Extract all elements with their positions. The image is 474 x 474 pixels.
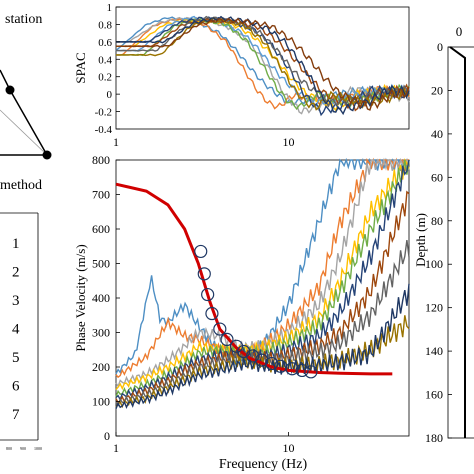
station-panel: station method (0, 12, 52, 193)
pv-xtick-label: 10 (282, 441, 294, 455)
velocity-profile-line (449, 46, 466, 438)
velocity-pick-marker (304, 365, 318, 379)
velocity-pick-marker (201, 287, 215, 302)
pv-ytick-label: 400 (92, 291, 110, 305)
spac-ytick-label: 0.2 (98, 72, 112, 84)
legend-number: 4 (12, 322, 20, 338)
spac-ylabel: SPAC (73, 52, 88, 83)
depth-ytick-label: 60 (431, 170, 443, 184)
velocity-pick-marker (194, 244, 208, 259)
spac-ytick-label: 0.4 (98, 54, 112, 66)
velocity-pick-marker (213, 322, 227, 336)
depth-frame (447, 46, 474, 439)
velocity-pick-marker (295, 363, 309, 378)
phase-velocity-chart: 800 700 600 500 400 300 200 100 0 1 10 Phase Velo… (73, 153, 410, 472)
pv-xlabel: Frequency (Hz) (219, 457, 308, 472)
velocity-pick-marker (255, 353, 269, 367)
array-line (0, 109, 48, 156)
pv-series-line (115, 315, 410, 409)
pv-ytick-label: 0 (104, 429, 110, 443)
spac-series-line (116, 17, 410, 111)
velocity-pick-marker (246, 349, 260, 363)
legend-panel: 1 2 3 4 5 6 7 800 900 1000 (0, 212, 42, 451)
spac-ytick-label: 0.8 (98, 19, 112, 31)
spac-series-line (116, 16, 410, 115)
spac-ytick-label: 0 (107, 89, 113, 101)
depth-ytick-label: 100 (425, 257, 443, 271)
spac-series-line (115, 16, 410, 111)
spac-xtick-label: 10 (282, 135, 294, 149)
spac-ytick-label: -0.4 (95, 124, 113, 136)
depth-xtick-0: 0 (456, 24, 463, 39)
pv-series-line (115, 190, 410, 404)
pv-ytick-label: 500 (92, 257, 110, 271)
depth-profile-chart: 0 0 20 40 60 80 100 120 140 160 180 Depth (m) (413, 24, 474, 445)
spac-frame (115, 6, 410, 130)
scale-tick-label: 800 (6, 446, 12, 451)
pv-ytick-label: 300 (92, 326, 110, 340)
depth-ytick-label: 120 (425, 301, 443, 315)
pv-xtick-label: 1 (113, 441, 119, 455)
spac-series-line (116, 15, 410, 108)
legend-number: 2 (12, 265, 20, 281)
depth-ytick-label: 40 (431, 127, 443, 141)
spac-series-line (116, 15, 410, 116)
velocity-pick-marker (197, 267, 211, 281)
pv-ytick-label: 800 (92, 153, 110, 167)
depth-ylabel: Depth (m) (413, 213, 428, 267)
pv-ytick-label: 700 (92, 188, 110, 202)
legend-number: 5 (12, 350, 20, 366)
velocity-pick-marker (285, 362, 299, 376)
array-triangle (0, 69, 49, 156)
spac-ytick-label: 0.6 (98, 37, 112, 49)
legend-number: 6 (12, 379, 20, 395)
depth-ytick-label: 160 (425, 388, 443, 402)
velocity-pick-marker (237, 344, 251, 359)
spac-ytick-label: -0.2 (95, 107, 112, 119)
scale-tick-label: 1000 (34, 446, 42, 451)
depth-ytick-label: 20 (431, 83, 443, 97)
velocity-pick-marker (205, 306, 219, 321)
station-marker (42, 150, 52, 160)
spac-ytick-label: 1 (107, 2, 113, 14)
legend-number: 7 (12, 407, 20, 423)
velocity-pick-marker (220, 332, 234, 346)
station-marker (5, 85, 15, 95)
pv-ytick-label: 600 (92, 222, 110, 236)
pv-series-line (115, 158, 410, 391)
legend-number: 3 (12, 293, 20, 309)
depth-ytick-label: 80 (431, 214, 443, 228)
depth-ytick-label: 140 (425, 344, 443, 358)
method-label: method (0, 178, 42, 193)
spac-series-line (116, 17, 410, 111)
depth-ytick-label: 0 (437, 40, 443, 54)
pv-ylabel: Phase Velocity (m/s) (73, 244, 88, 351)
pv-ytick-label: 100 (92, 395, 110, 409)
velocity-pick-marker (265, 356, 279, 371)
spac-chart: 1 0.8 0.6 0.4 0.2 0 -0.2 -0.4 1 10 SPAC (73, 2, 410, 149)
depth-ytick-label: 180 (425, 431, 443, 445)
pv-ytick-label: 200 (92, 360, 110, 374)
velocity-pick-marker (229, 339, 244, 353)
spac-xtick-label: 1 (113, 135, 119, 149)
legend-number: 1 (12, 236, 20, 252)
station-label: station (5, 12, 42, 27)
dispersion-curve (115, 182, 393, 376)
scale-tick-label: 900 (20, 446, 26, 451)
pv-series-line (115, 159, 410, 398)
